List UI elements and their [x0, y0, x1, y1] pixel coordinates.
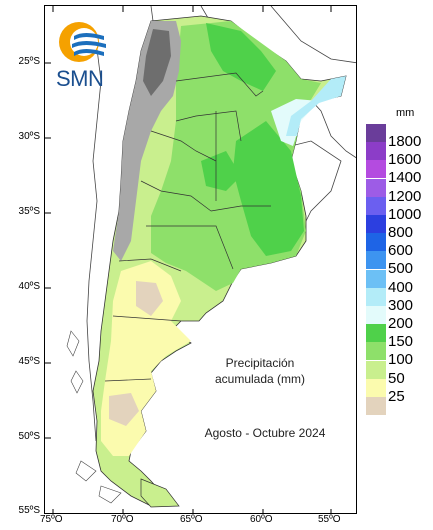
map-panel [44, 5, 357, 514]
lat-label: 50ºS [18, 431, 40, 442]
frame-ticks [45, 6, 332, 513]
legend-swatch [366, 397, 386, 415]
lon-label: 70ºO [111, 514, 134, 525]
legend-swatch [366, 360, 386, 379]
lon-label: 65ºO [180, 514, 203, 525]
legend-swatch [366, 342, 386, 361]
region-under-25 [109, 281, 163, 426]
legend-label: 100 [388, 351, 414, 369]
legend-label: 200 [388, 315, 414, 332]
legend-swatch [366, 287, 386, 306]
legend-label: 800 [388, 224, 414, 241]
legend-swatch [366, 178, 386, 197]
legend-label: 25 [388, 387, 405, 405]
lat-label: 35ºS [18, 206, 40, 217]
legend-swatch [366, 142, 386, 161]
legend-swatch [366, 124, 386, 142]
legend-swatch [366, 160, 386, 179]
legend-swatch [366, 269, 386, 288]
legend-unit: mm [396, 107, 415, 119]
chile-islands [66, 330, 122, 504]
legend-swatch [366, 233, 386, 252]
legend-swatch [366, 215, 386, 233]
lat-label: 25ºS [18, 56, 40, 67]
province-borders [104, 72, 271, 382]
legend-swatch [366, 306, 386, 324]
argentina-map [45, 6, 356, 513]
lat-label: 30ºS [18, 131, 40, 142]
smn-logo [59, 22, 106, 62]
title-line1: Precipitación [225, 356, 295, 370]
lat-label: 55ºS [18, 505, 40, 516]
period-label: Agosto - Octubre 2024 [204, 426, 326, 440]
legend-label: 400 [388, 278, 414, 296]
legend-swatch [366, 378, 386, 397]
region-300-400 [286, 76, 346, 136]
legend-label: 600 [388, 242, 414, 260]
logo-text: SMN [56, 66, 104, 91]
legend-label: 1000 [388, 205, 422, 223]
legend-label: 1600 [388, 151, 422, 169]
lon-label: 60ºO [250, 514, 273, 525]
lat-label: 45ºS [18, 356, 40, 367]
legend-swatch [366, 196, 386, 215]
title-line2: acumulada (mm) [214, 372, 306, 386]
map-title: Precipitación acumulada (mm) [200, 355, 320, 387]
lon-label: 55ºO [318, 514, 341, 525]
legend-swatch [366, 324, 386, 343]
legend-label: 300 [388, 296, 414, 314]
lat-label: 40ºS [18, 281, 40, 292]
legend-label: 500 [388, 260, 414, 278]
legend-swatch [366, 251, 386, 270]
andes-relief [113, 21, 181, 261]
tierra-del-fuego [140, 478, 180, 508]
andes-relief-dark [143, 29, 171, 96]
legend-label: 1400 [388, 169, 422, 187]
legend-label: 150 [388, 333, 414, 351]
legend-label: 50 [388, 369, 405, 387]
legend-label: 1200 [388, 187, 422, 205]
legend-label: 1800 [388, 133, 422, 150]
region-150-200 [201, 23, 304, 256]
lon-label: 75ºO [40, 514, 63, 525]
